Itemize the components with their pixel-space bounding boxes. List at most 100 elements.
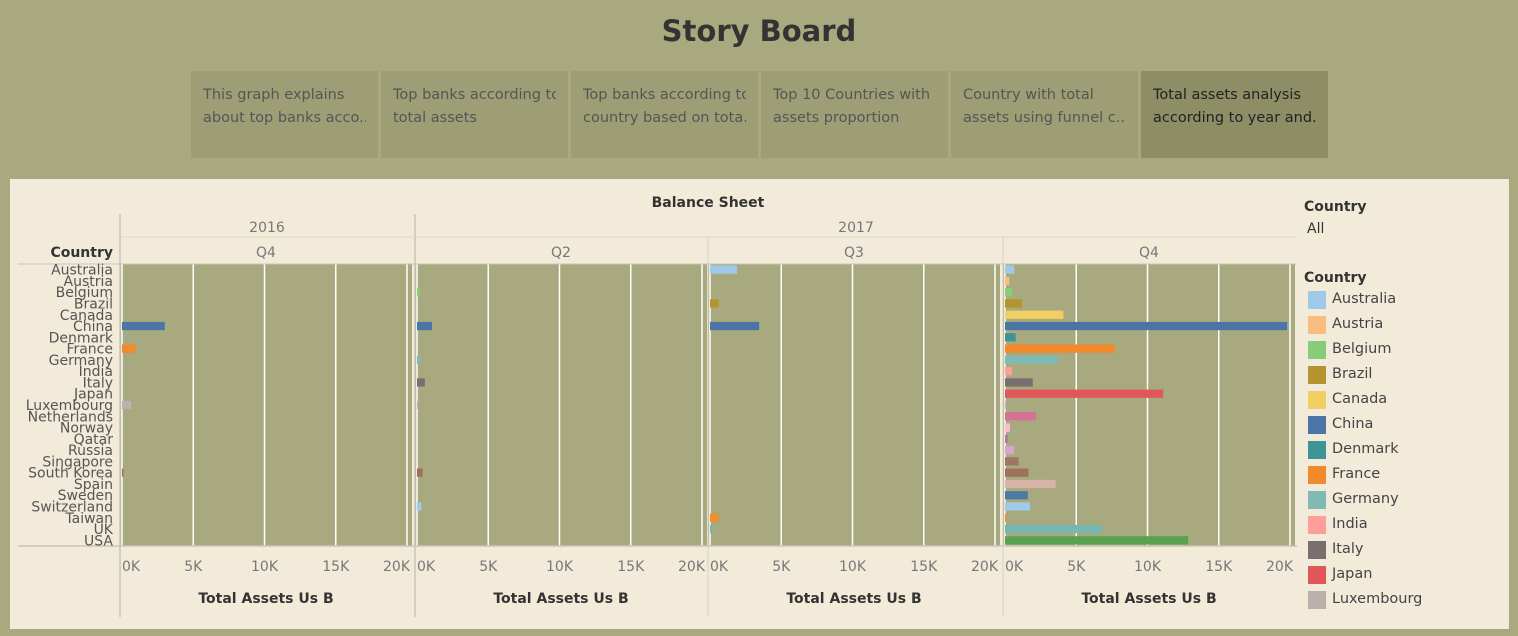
- bar: [1005, 400, 1007, 410]
- legend-label: Japan: [1332, 566, 1373, 582]
- tick-label: 15K: [322, 559, 350, 575]
- category-label: Brazil: [74, 296, 113, 312]
- quarter-label: Q3: [844, 245, 864, 261]
- category-label: Denmark: [49, 330, 114, 346]
- bar: [1005, 479, 1056, 489]
- bar: [122, 400, 132, 410]
- bar: [1005, 299, 1023, 308]
- bar: [417, 468, 423, 477]
- tick-label: 0K: [417, 559, 436, 575]
- tick-label: 15K: [910, 559, 938, 575]
- category-label: Canada: [60, 308, 113, 324]
- category-label: Sweden: [58, 488, 113, 504]
- year-label: 2017: [838, 220, 874, 236]
- legend-item[interactable]: China: [1308, 415, 1508, 435]
- legend-swatch: [1308, 516, 1326, 534]
- story-tab-1[interactable]: This graph explains about top banks acco…: [191, 71, 378, 158]
- bar: [1005, 502, 1030, 511]
- filter-title: Country: [1304, 199, 1367, 215]
- legend-item[interactable]: Japan: [1308, 565, 1508, 585]
- legend-swatch: [1308, 441, 1326, 459]
- year-label: 2016: [249, 220, 285, 236]
- tick-label: 5K: [1067, 559, 1086, 575]
- legend-item[interactable]: France: [1308, 465, 1508, 485]
- bar: [710, 265, 738, 274]
- story-tab-6-line1: Total assets analysis: [1153, 87, 1301, 103]
- bar: [1005, 321, 1288, 331]
- bar: [1005, 389, 1164, 398]
- legend-item[interactable]: Belgium: [1308, 340, 1508, 360]
- legend-item[interactable]: Denmark: [1308, 440, 1508, 460]
- category-label: USA: [84, 533, 113, 549]
- legend-swatch: [1308, 416, 1326, 434]
- bar: [417, 400, 419, 410]
- plot-area: [120, 264, 412, 546]
- story-tab-3[interactable]: Top banks according to country based on …: [571, 71, 758, 158]
- legend-item[interactable]: Luxembourg: [1308, 590, 1508, 610]
- category-label: Taiwan: [64, 511, 113, 527]
- bar: [1005, 265, 1015, 274]
- legend-label: Austria: [1332, 316, 1384, 332]
- bar: [1005, 513, 1007, 522]
- story-tab-3-line2: country based on tota..: [583, 110, 746, 126]
- story-tab-5-line2: assets using funnel c..: [963, 110, 1125, 126]
- story-tab-6[interactable]: Total assets analysis according to year …: [1141, 71, 1328, 158]
- tick-label: 20K: [678, 559, 706, 575]
- legend-swatch: [1308, 541, 1326, 559]
- bar: [710, 321, 760, 331]
- tick-label: 5K: [479, 559, 498, 575]
- tick-label: 0K: [1005, 559, 1024, 575]
- category-label: Russia: [68, 443, 113, 459]
- legend-swatch: [1308, 341, 1326, 359]
- bar: [1005, 288, 1013, 297]
- legend-item[interactable]: Australia: [1308, 290, 1508, 310]
- bar: [710, 513, 719, 522]
- legend-item[interactable]: Brazil: [1308, 365, 1508, 385]
- category-label: Netherlands: [28, 409, 113, 425]
- country-filter-value[interactable]: All: [1307, 221, 1325, 237]
- legend-item[interactable]: Austria: [1308, 315, 1508, 335]
- legend-swatch: [1308, 291, 1326, 309]
- category-label: India: [79, 364, 113, 380]
- story-tab-5-line1: Country with total: [963, 87, 1094, 103]
- bar: [1005, 468, 1029, 477]
- bar: [1005, 355, 1058, 365]
- bar: [1005, 276, 1010, 286]
- legend-label: Australia: [1332, 291, 1397, 307]
- tick-label: 20K: [1266, 559, 1294, 575]
- story-tab-2-line1: Top banks according to: [393, 87, 556, 103]
- bar: [122, 344, 136, 353]
- category-label: Austria: [64, 274, 113, 290]
- category-label: Singapore: [42, 454, 113, 470]
- x-axis-title: Total Assets Us B: [198, 591, 333, 607]
- legend-label: Canada: [1332, 391, 1388, 407]
- legend-item[interactable]: Italy: [1308, 540, 1508, 560]
- plot-area: [708, 264, 1000, 546]
- bar: [1005, 310, 1064, 319]
- legend-item[interactable]: Canada: [1308, 390, 1508, 410]
- story-tab-2[interactable]: Top banks according to total assets: [381, 71, 568, 158]
- quarter-label: Q2: [551, 245, 571, 261]
- tick-label: 10K: [546, 559, 574, 575]
- x-axis-title: Total Assets Us B: [1081, 591, 1216, 607]
- story-tab-4-line1: Top 10 Countries with: [773, 87, 931, 103]
- bar: [417, 502, 422, 511]
- story-tab-5[interactable]: Country with total assets using funnel c…: [951, 71, 1138, 158]
- legend-swatch: [1308, 591, 1326, 609]
- legend-item[interactable]: Germany: [1308, 490, 1508, 510]
- bar: [417, 378, 425, 387]
- bar: [1005, 524, 1102, 534]
- legend-label: Denmark: [1332, 441, 1399, 457]
- tick-label: 5K: [772, 559, 791, 575]
- category-label: Switzerland: [31, 500, 113, 516]
- bar: [1005, 378, 1033, 387]
- category-label: Luxembourg: [26, 398, 113, 414]
- category-label: China: [73, 319, 113, 335]
- legend-item[interactable]: India: [1308, 515, 1508, 535]
- tick-label: 20K: [383, 559, 411, 575]
- legend-label: Brazil: [1332, 366, 1373, 382]
- category-label: Italy: [83, 375, 113, 391]
- bar: [122, 321, 165, 331]
- story-tab-4[interactable]: Top 10 Countries with assets proportion: [761, 71, 948, 158]
- legend-label: Luxembourg: [1332, 591, 1423, 607]
